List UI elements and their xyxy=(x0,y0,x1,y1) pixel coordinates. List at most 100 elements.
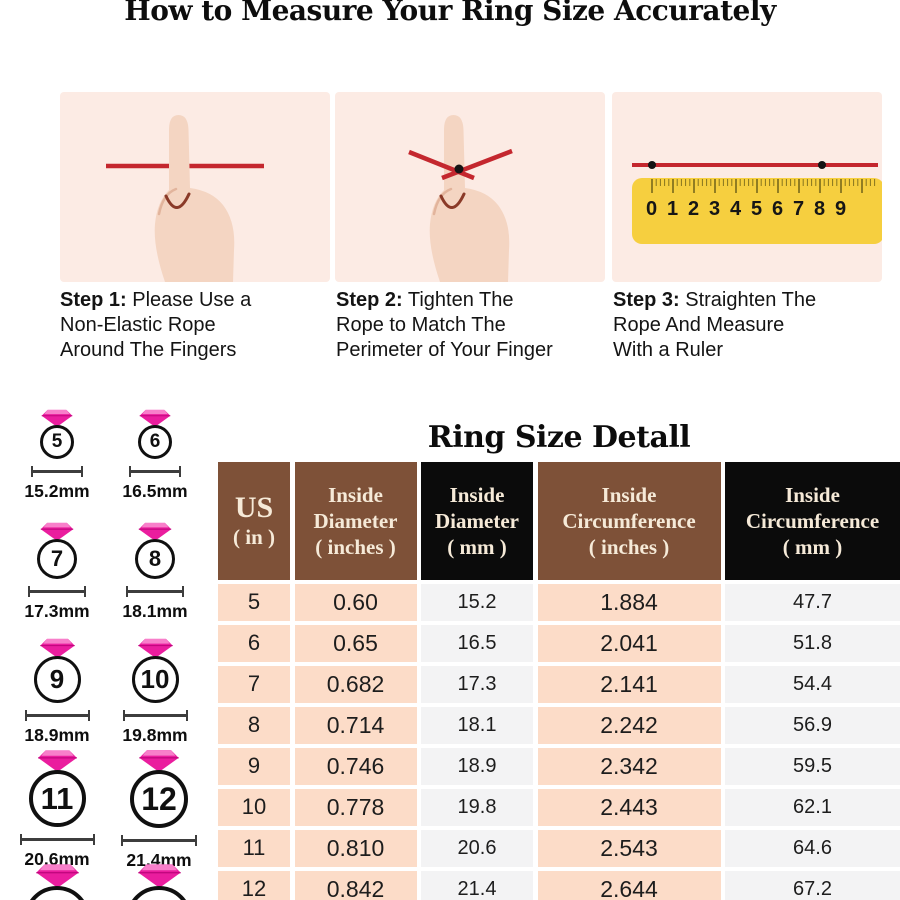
ring-diagram-11: 11 20.6mm xyxy=(9,748,105,870)
table-cell-r4-c2: 0.714 xyxy=(294,706,417,744)
hand-shape xyxy=(429,115,510,282)
ring-diagram-10: 10 19.8mm xyxy=(107,637,203,746)
ruler-number: 1 xyxy=(666,198,679,220)
step2-image xyxy=(335,92,605,282)
col-header-us-in: US( in ) xyxy=(218,462,290,580)
table-cell-r8-c4: 2.644 xyxy=(537,870,721,900)
table-cell-r6-c5: 62.1 xyxy=(725,788,900,826)
ring-diameter-label: 18.1mm xyxy=(122,601,188,621)
diamond-icon xyxy=(139,750,179,772)
ring-size-table: US( in ) Inside Diameter( inches ) Inside Di… xyxy=(218,462,900,900)
step2-caption: Step 2: Tighten The Rope to Match The Peri… xyxy=(336,289,553,361)
ruler-number: 8 xyxy=(813,198,826,220)
table-cell-r2-c1: 6 xyxy=(218,624,290,662)
finger-fold-shadow xyxy=(164,192,191,209)
diamond-icon xyxy=(137,864,181,888)
hand-shape xyxy=(154,115,235,282)
table-cell-r1-c2: 0.60 xyxy=(294,583,417,621)
table-cell-r5-c3: 18.9 xyxy=(421,747,533,785)
ring-diagram-cutoff-9 xyxy=(111,862,207,900)
table-cell-r5-c5: 59.5 xyxy=(725,747,900,785)
ring-size-number: 7 xyxy=(50,546,64,571)
ring-diagram-9: 9 18.9mm xyxy=(9,637,105,746)
diameter-bracket xyxy=(28,586,86,597)
col-header-inside-diameter-inches: Inside Diameter( inches ) xyxy=(294,462,417,580)
table-cell-r4-c1: 8 xyxy=(218,706,290,744)
table-cell-r6-c2: 0.778 xyxy=(294,788,417,826)
diamond-icon xyxy=(139,409,171,427)
step-number-label: Step 1: xyxy=(60,289,127,311)
table-cell-r4-c3: 18.1 xyxy=(421,706,533,744)
table-cell-r8-c1: 12 xyxy=(218,870,290,900)
ruler-number: 7 xyxy=(792,198,805,220)
ruler-number: 6 xyxy=(771,198,784,220)
table-cell-r3-c5: 54.4 xyxy=(725,665,900,703)
table-cell-r5-c4: 2.342 xyxy=(537,747,721,785)
hand-with-rope-graphic xyxy=(106,115,264,282)
ring-diameter-label: 19.8mm xyxy=(122,725,188,745)
ring-diameter-label: 20.6mm xyxy=(24,849,90,869)
diamond-icon xyxy=(137,638,173,658)
ring-size-number: 5 xyxy=(51,431,63,452)
table-cell-r8-c3: 21.4 xyxy=(421,870,533,900)
diameter-bracket xyxy=(129,466,181,477)
ring-diameter-label: 16.5mm xyxy=(122,481,188,501)
ring-circle: 5 xyxy=(40,425,74,459)
rope-line-left xyxy=(408,149,475,181)
ring-size-number: 12 xyxy=(141,780,177,817)
ring-diagram-6: 6 16.5mm xyxy=(107,408,203,502)
ring-circle xyxy=(24,886,90,900)
finger-fold-shadow xyxy=(439,192,466,209)
table-cell-r3-c1: 7 xyxy=(218,665,290,703)
table-cell-r5-c1: 9 xyxy=(218,747,290,785)
table-cell-r1-c1: 5 xyxy=(218,583,290,621)
diameter-bracket xyxy=(126,586,184,597)
table-cell-r7-c2: 0.810 xyxy=(294,829,417,867)
ruler-number: 3 xyxy=(708,198,721,220)
diameter-bracket xyxy=(19,834,95,845)
table-cell-r6-c1: 10 xyxy=(218,788,290,826)
ring-circle: 8 xyxy=(135,539,175,579)
table-cell-r6-c4: 2.443 xyxy=(537,788,721,826)
page-title: How to Measure Your Ring Size Accurately xyxy=(124,0,776,27)
table-cell-r8-c5: 67.2 xyxy=(725,870,900,900)
ring-circle: 6 xyxy=(138,425,172,459)
rope-start-dot xyxy=(648,161,656,169)
table-cell-r7-c3: 20.6 xyxy=(421,829,533,867)
ring-diameter-label: 18.9mm xyxy=(24,725,90,745)
ring-size-number: 10 xyxy=(140,664,170,694)
section-title: Ring Size Detall xyxy=(427,420,691,455)
table-cell-r7-c1: 11 xyxy=(218,829,290,867)
ring-diagram-cutoff-8 xyxy=(9,862,105,900)
table-cell-r2-c3: 16.5 xyxy=(421,624,533,662)
ring-circle xyxy=(126,886,192,900)
table-cell-r2-c2: 0.65 xyxy=(294,624,417,662)
col-header-inside-circumference-mm: Inside Circumference( mm ) xyxy=(725,462,900,580)
ring-circle: 12 xyxy=(130,770,188,828)
rope-mark-dot xyxy=(454,164,464,174)
ring-diameter-label: 21.4mm xyxy=(126,850,192,870)
step1-image xyxy=(60,92,330,282)
ring-circle: 7 xyxy=(37,539,77,579)
table-cell-r1-c5: 47.7 xyxy=(725,583,900,621)
diameter-bracket xyxy=(24,710,90,721)
diameter-bracket xyxy=(122,710,188,721)
ring-diagram-7: 7 17.3mm xyxy=(9,521,105,622)
ring-size-number: 8 xyxy=(148,546,162,571)
ruler-number: 9 xyxy=(834,198,847,220)
step3-caption: Step 3: Straighten The Rope And Measure Wi… xyxy=(613,289,817,361)
rope-line-right xyxy=(441,148,513,181)
step1-caption: Step 1: Please Use a Non-Elastic Rope Arou… xyxy=(60,289,252,361)
table-cell-r8-c2: 0.842 xyxy=(294,870,417,900)
ring-size-number: 9 xyxy=(49,664,65,694)
table-cell-r2-c5: 51.8 xyxy=(725,624,900,662)
table-cell-r1-c3: 15.2 xyxy=(421,583,533,621)
ring-circle: 9 xyxy=(33,656,81,703)
diamond-icon xyxy=(138,522,172,541)
ring-size-number: 6 xyxy=(149,431,161,452)
rope-end-dot xyxy=(818,161,826,169)
diamond-icon xyxy=(41,409,73,427)
table-cell-r2-c4: 2.041 xyxy=(537,624,721,662)
